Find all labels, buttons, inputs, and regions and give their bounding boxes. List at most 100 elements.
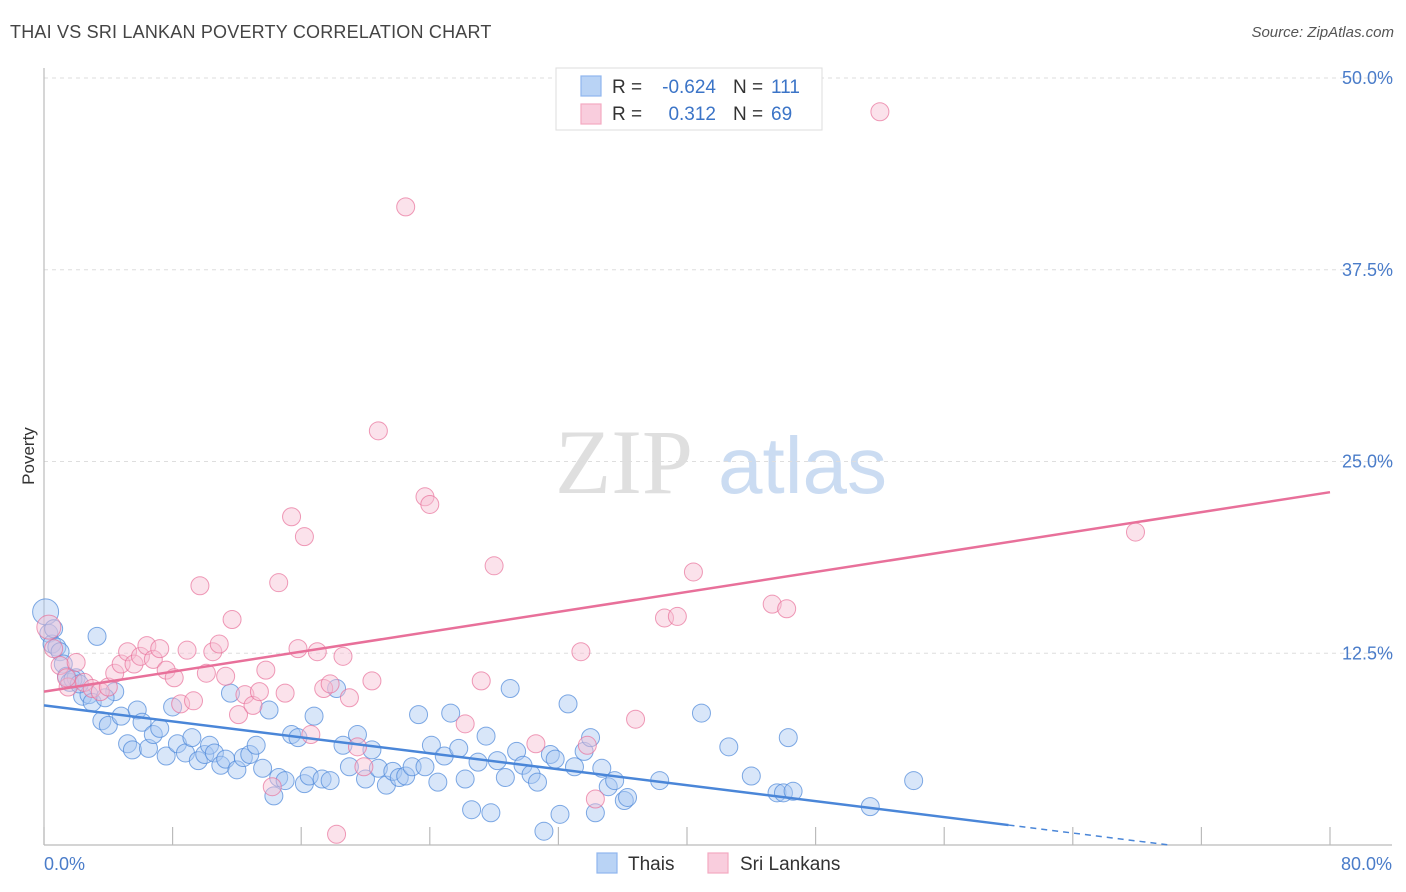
sri-lankans-point — [222, 610, 242, 630]
sri-lankans-point — [216, 666, 236, 686]
thais-trend-extension — [1008, 824, 1170, 846]
sri-lankans-point — [320, 674, 340, 694]
legend-r-label-sri-lankans: R = — [612, 104, 642, 125]
thais-point — [312, 769, 332, 789]
thais-point — [614, 791, 634, 811]
y-tick-label: 37.5% — [1342, 260, 1393, 280]
thais-point — [495, 768, 515, 788]
sri-lankans-point — [196, 663, 216, 683]
sri-lankans-point — [171, 694, 191, 714]
sri-lankans-point — [526, 734, 546, 754]
thais-point — [462, 800, 482, 820]
thais-point — [558, 694, 578, 714]
thais-point — [500, 679, 520, 699]
sri-lankans-point — [683, 562, 703, 582]
sri-lankans-point — [105, 663, 125, 683]
sri-lankans-point — [667, 606, 687, 626]
sri-lankans-point — [870, 102, 890, 122]
y-tick-label: 12.5% — [1342, 643, 1393, 663]
sri-lankans-point — [243, 695, 263, 715]
sri-lankans-point — [585, 789, 605, 809]
thais-point — [253, 758, 273, 778]
sri-lankans-point — [362, 671, 382, 691]
watermark-atlas: atlas — [718, 421, 887, 510]
sri-lankans-point — [354, 757, 374, 777]
sri-lankans-point — [190, 576, 210, 596]
thais-point — [368, 758, 388, 778]
sri-lankans-point — [137, 636, 157, 656]
chart-title: THAI VS SRI LANKAN POVERTY CORRELATION C… — [10, 22, 492, 42]
sri-lankans-point — [339, 688, 359, 708]
sri-lankans-point — [577, 735, 597, 755]
sri-lankans-point — [177, 640, 197, 660]
thais-point — [449, 738, 469, 758]
thais-point — [507, 741, 527, 761]
sri-lankans-point — [183, 691, 203, 711]
bottom-legend-swatch-sri-lankans — [707, 852, 729, 874]
thais-point — [441, 703, 461, 723]
x-tick-label-min: 0.0% — [44, 854, 85, 874]
thais-point — [127, 700, 147, 720]
thais-point — [468, 752, 488, 772]
sri-lankans-point — [1125, 522, 1145, 542]
sri-lankans-point — [209, 634, 229, 654]
thais-point — [476, 726, 496, 746]
thais-point — [581, 728, 601, 748]
thais-point — [534, 821, 554, 841]
sri-lankans-point — [44, 639, 64, 659]
thais-point — [455, 769, 475, 789]
sri-lankans-point — [36, 614, 62, 640]
legend-n-label-sri-lankans: N = — [733, 104, 763, 125]
legend-n-label-thais: N = — [733, 77, 763, 98]
sri-lankans-point — [571, 642, 591, 662]
sri-lankans-point — [130, 646, 150, 666]
bottom-legend-label-thais: Thais — [628, 854, 674, 875]
sri-lankans-point — [471, 671, 491, 691]
thais-point — [246, 735, 266, 755]
thais-point — [389, 768, 409, 788]
y-tick-label: 25.0% — [1342, 452, 1393, 472]
thais-point — [304, 706, 324, 726]
sri-lankans-point — [143, 649, 163, 669]
sri-lankans-point — [150, 639, 170, 659]
sri-lankans-point — [626, 709, 646, 729]
sri-lankans-point — [288, 639, 308, 659]
thais-point — [783, 781, 803, 801]
sri-lankans-point — [269, 573, 289, 593]
thais-point — [156, 746, 176, 766]
sri-lankans-point — [396, 197, 416, 217]
sri-lankans-point — [368, 421, 388, 441]
bottom-legend-label-sri-lankans: Sri Lankans — [740, 854, 840, 875]
sri-lankans-point — [777, 599, 797, 619]
thais-point — [691, 703, 711, 723]
sri-lankans-point — [327, 824, 347, 844]
thais-point — [618, 787, 638, 807]
thais-point — [481, 803, 501, 823]
thais-point — [204, 743, 224, 763]
watermark: ZIP atlas — [555, 411, 887, 513]
sri-lankans-point — [57, 668, 77, 688]
sri-lankans-trend-line — [43, 490, 1331, 693]
legend-r-label-thais: R = — [612, 77, 642, 98]
sri-lankans-point — [275, 683, 295, 703]
sri-lankans-point — [66, 652, 86, 672]
sri-lankans-point — [484, 556, 504, 576]
thais-point — [259, 700, 279, 720]
sri-lankans-point — [249, 682, 269, 702]
thais-point — [150, 718, 170, 738]
sri-lankans-point — [262, 777, 282, 797]
y-axis-title: Poverty — [19, 427, 38, 485]
thais-point — [182, 728, 202, 748]
sri-lankans-point — [294, 527, 314, 547]
thais-point — [550, 804, 570, 824]
thais-point — [528, 772, 548, 792]
sri-lankans-point — [455, 714, 475, 734]
thais-point — [73, 686, 93, 706]
sri-lankans-point — [420, 494, 440, 514]
sri-lankans-point — [124, 654, 144, 674]
thais-point — [98, 715, 118, 735]
thais-point — [428, 772, 448, 792]
thais-point — [574, 741, 594, 761]
thais-point — [545, 749, 565, 769]
thais-point — [227, 760, 247, 780]
